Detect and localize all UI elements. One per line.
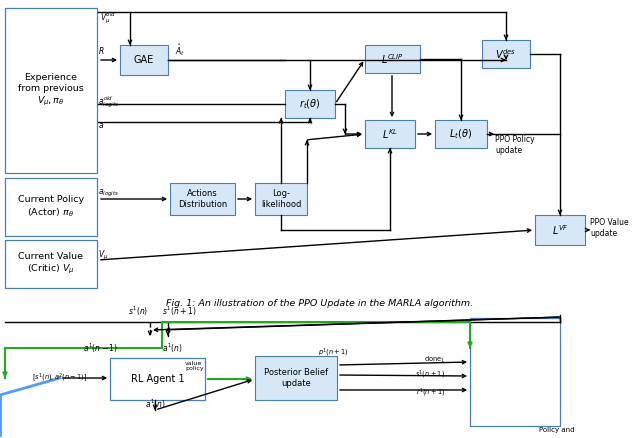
Bar — [170, 183, 235, 215]
Text: $a_{logits}^{old}$: $a_{logits}^{old}$ — [98, 94, 119, 110]
Bar — [5, 8, 97, 173]
Text: $V_{\mu}$: $V_{\mu}$ — [98, 248, 108, 261]
Text: Policy and: Policy and — [540, 427, 575, 433]
Text: done$_1$: done$_1$ — [424, 355, 445, 365]
Text: PPO Value
update: PPO Value update — [590, 218, 628, 238]
Text: $V_{\mu}^{old}$: $V_{\mu}^{old}$ — [100, 10, 116, 25]
Bar — [470, 318, 560, 426]
Text: $s^1(n)$: $s^1(n)$ — [128, 304, 148, 318]
Bar — [255, 356, 337, 400]
Text: $a^1(n-1)$: $a^1(n-1)$ — [83, 341, 118, 355]
Text: Experience
from previous
$V_{\mu}, \pi_{\theta}$: Experience from previous $V_{\mu}, \pi_{… — [18, 74, 84, 108]
Text: $a^1(n)$: $a^1(n)$ — [145, 397, 165, 411]
Text: $L^{VF}$: $L^{VF}$ — [552, 223, 568, 237]
Text: $s^1(n+1)$: $s^1(n+1)$ — [162, 304, 196, 318]
Bar — [365, 120, 415, 148]
Text: Current Value
(Critic) $V_{\mu}$: Current Value (Critic) $V_{\mu}$ — [19, 252, 83, 276]
Text: $[s^1(n),a^2(n-1)]$: $[s^1(n),a^2(n-1)]$ — [32, 371, 88, 385]
Text: RL Agent 1: RL Agent 1 — [131, 374, 184, 384]
Bar — [365, 45, 420, 73]
Text: $V^{des}$: $V^{des}$ — [495, 47, 516, 61]
Text: GAE: GAE — [134, 55, 154, 65]
Bar — [110, 358, 205, 400]
Bar — [285, 90, 335, 118]
Text: $a_{logits}$: $a_{logits}$ — [98, 187, 119, 198]
Text: $a^1(n)$: $a^1(n)$ — [162, 341, 183, 355]
Bar — [5, 178, 97, 236]
Text: $\hat{A}_t$: $\hat{A}_t$ — [175, 42, 185, 58]
Text: value
policy: value policy — [185, 360, 204, 371]
Text: $L^{CLIP}$: $L^{CLIP}$ — [381, 52, 404, 66]
Text: $a$: $a$ — [98, 120, 104, 130]
Text: Fig. 1: An illustration of the PPO Update in the MARLA algorithm.: Fig. 1: An illustration of the PPO Updat… — [166, 299, 474, 307]
Text: Current Policy
(Actor) $\pi_{\theta}$: Current Policy (Actor) $\pi_{\theta}$ — [18, 195, 84, 219]
Text: $p^1(n+1)$: $p^1(n+1)$ — [318, 347, 349, 359]
Bar — [120, 45, 168, 75]
Text: PPO Policy
update: PPO Policy update — [495, 135, 534, 155]
Bar — [435, 120, 487, 148]
Text: $r^1(n+1)$: $r^1(n+1)$ — [415, 387, 445, 399]
Text: $R$: $R$ — [98, 45, 104, 56]
Text: Log-
likelihood: Log- likelihood — [261, 189, 301, 208]
Text: Posterior Belief
update: Posterior Belief update — [264, 368, 328, 388]
Text: $s^1(n+1)$: $s^1(n+1)$ — [415, 369, 445, 381]
Text: $L_t(\theta)$: $L_t(\theta)$ — [449, 127, 472, 141]
Text: $L^{KL}$: $L^{KL}$ — [382, 127, 398, 141]
Bar — [255, 183, 307, 215]
Bar — [5, 240, 97, 288]
Bar — [535, 215, 585, 245]
Text: $r_t(\theta)$: $r_t(\theta)$ — [299, 97, 321, 111]
Bar — [482, 40, 530, 68]
Text: Actions
Distribution: Actions Distribution — [178, 189, 227, 208]
